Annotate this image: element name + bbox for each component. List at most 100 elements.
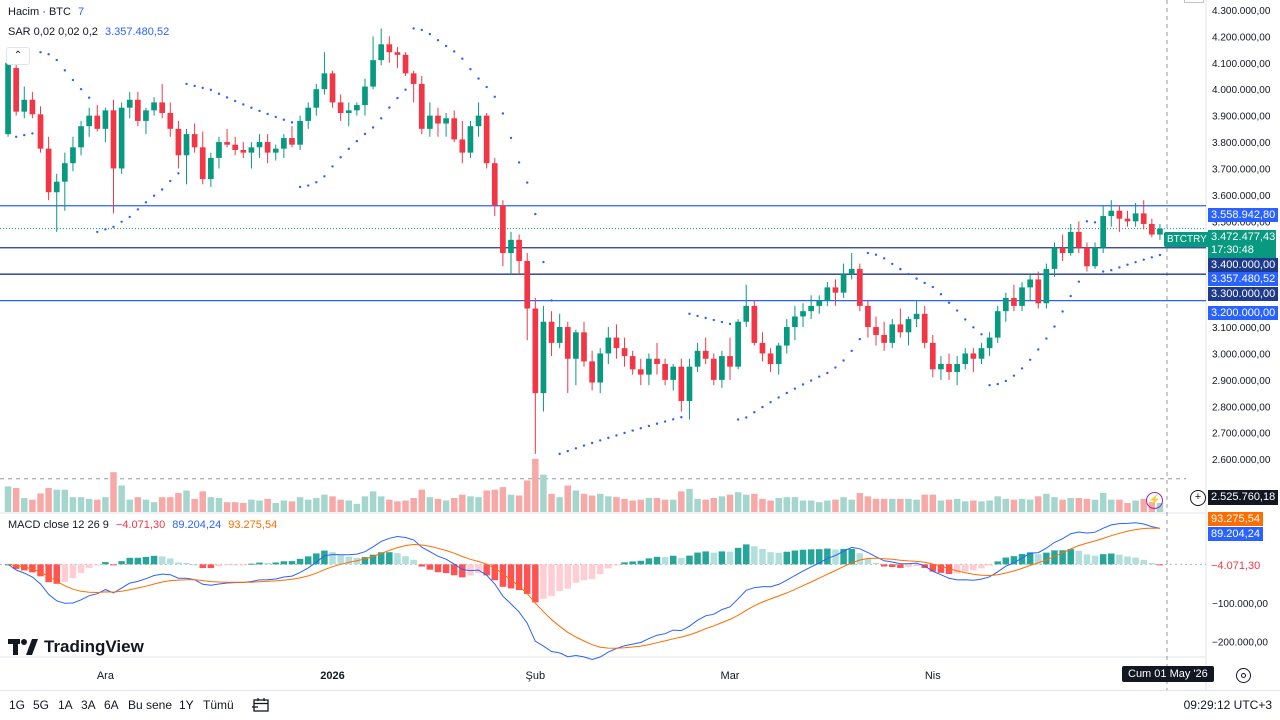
volume-bar: [215, 498, 223, 512]
range-1y[interactable]: 1Y: [179, 698, 194, 712]
macd-histogram-bar: [191, 564, 198, 566]
volume-bar: [645, 498, 653, 512]
sar-dot: [923, 281, 926, 285]
price-tick-label: 4.000.000,00: [1212, 85, 1271, 96]
candle-body: [216, 142, 222, 158]
candle-body: [540, 321, 547, 394]
macd-histogram-bar: [77, 564, 85, 573]
range-1g[interactable]: 1G: [9, 698, 26, 712]
hline-tag-4: 3.200.000,00: [1208, 306, 1279, 320]
candle-body: [1002, 297, 1009, 312]
range-6a[interactable]: 6A: [104, 698, 119, 712]
macd-legend-macd: 89.204,24: [172, 519, 222, 531]
macd-legend: MACD close 12 26 9 −4.071,30 89.204,24 9…: [8, 519, 277, 531]
volume-bar: [142, 499, 150, 512]
sar-dot: [1061, 310, 1064, 313]
macd-histogram-bar: [759, 549, 766, 565]
chevron-up-icon[interactable]: ⌃: [6, 47, 30, 65]
range-5g[interactable]: 5G: [33, 698, 50, 712]
candle-body: [1027, 279, 1033, 288]
candle-body: [451, 118, 458, 140]
sar-dot: [120, 220, 123, 223]
candle-body: [913, 313, 920, 320]
macd-histogram-bar: [53, 564, 60, 584]
macd-histogram-bar: [12, 564, 20, 569]
sar-dot: [217, 92, 221, 95]
settings-gear-icon[interactable]: [1236, 668, 1251, 683]
price-tick-label: 3.600.000,00: [1212, 191, 1271, 202]
range-tumu[interactable]: Tümü: [203, 698, 234, 712]
lightning-icon[interactable]: ⚡: [1146, 492, 1163, 509]
macd-histogram-bar: [434, 564, 442, 573]
macd-histogram-bar: [491, 564, 499, 581]
sar-dot: [39, 51, 42, 54]
candle-body: [978, 348, 985, 359]
candle-body: [483, 115, 490, 164]
macd-histogram-bar: [629, 561, 636, 565]
sar-dot: [818, 375, 821, 378]
macd-histogram-bar: [369, 554, 377, 565]
candle-body: [102, 110, 109, 129]
macd-histogram-bar: [345, 556, 352, 565]
sar-dot: [347, 147, 350, 151]
volume-bar: [491, 489, 499, 512]
volume-bar: [329, 496, 336, 512]
volume-bar: [848, 499, 855, 512]
volume-bar: [710, 498, 718, 512]
price-tick-label: 4.300.000,00: [1212, 6, 1271, 17]
range-bu-sene[interactable]: Bu sene: [128, 698, 173, 712]
calendar-icon[interactable]: [252, 697, 270, 713]
candle-body: [556, 327, 563, 343]
macd-histogram-bar: [410, 559, 417, 565]
candle-body: [281, 138, 287, 149]
sar-dot: [63, 69, 67, 72]
candle-body: [272, 148, 279, 153]
volume-bar: [556, 497, 563, 512]
sar-dot: [306, 184, 310, 187]
macd-histogram-bar: [37, 564, 44, 577]
time-axis-label: Ara: [97, 670, 115, 682]
candle-body: [856, 268, 863, 306]
sar-dot: [736, 418, 740, 421]
sar-dot: [315, 181, 318, 184]
volume-bar: [1026, 499, 1034, 512]
sar-dot: [193, 84, 196, 88]
range-3a[interactable]: 3A: [81, 698, 96, 712]
candle-body: [516, 239, 522, 261]
sar-dot: [542, 260, 545, 264]
macd-legend-label: MACD close 12 26 9: [8, 519, 109, 531]
range-1a[interactable]: 1A: [58, 698, 73, 712]
volume-bar: [304, 499, 312, 512]
sar-dot: [842, 359, 845, 362]
sar-dot: [680, 416, 683, 419]
candle-body: [881, 334, 887, 343]
macd-histogram-bar: [296, 558, 304, 565]
volume-bar: [1043, 493, 1050, 512]
volume-bar: [767, 500, 774, 512]
macd-histogram-bar: [645, 558, 653, 565]
macd-histogram-bar: [418, 564, 426, 567]
macd-histogram-bar: [832, 549, 839, 565]
candle-body: [191, 134, 198, 148]
macd-histogram-bar: [386, 552, 393, 565]
volume-bar: [321, 494, 328, 512]
chart-canvas[interactable]: 4.300.000,00 4.200.000,00 4.100.000,00 4.00…: [0, 0, 1280, 690]
sar-dot: [939, 293, 943, 296]
price-tick-label: 3.000.000,00: [1212, 349, 1271, 360]
sar-dot: [988, 383, 991, 387]
scale-toggle[interactable]: [1184, 0, 1204, 3]
volume-legend: Hacim · BTC 7: [8, 6, 84, 18]
volume-bar: [69, 497, 77, 512]
macd-histogram-bar: [426, 564, 434, 570]
candle-body: [808, 305, 814, 312]
macd-histogram-bar: [532, 564, 539, 603]
add-plus-icon[interactable]: +: [1190, 490, 1206, 506]
sar-dot: [47, 53, 50, 56]
candle-body: [45, 148, 52, 193]
candle-body: [175, 128, 182, 156]
candle-body: [954, 364, 960, 372]
sar-dot: [1037, 348, 1040, 351]
macd-histogram-bar: [264, 562, 271, 565]
macd-histogram-bar: [856, 553, 864, 565]
candle-body: [143, 110, 149, 121]
